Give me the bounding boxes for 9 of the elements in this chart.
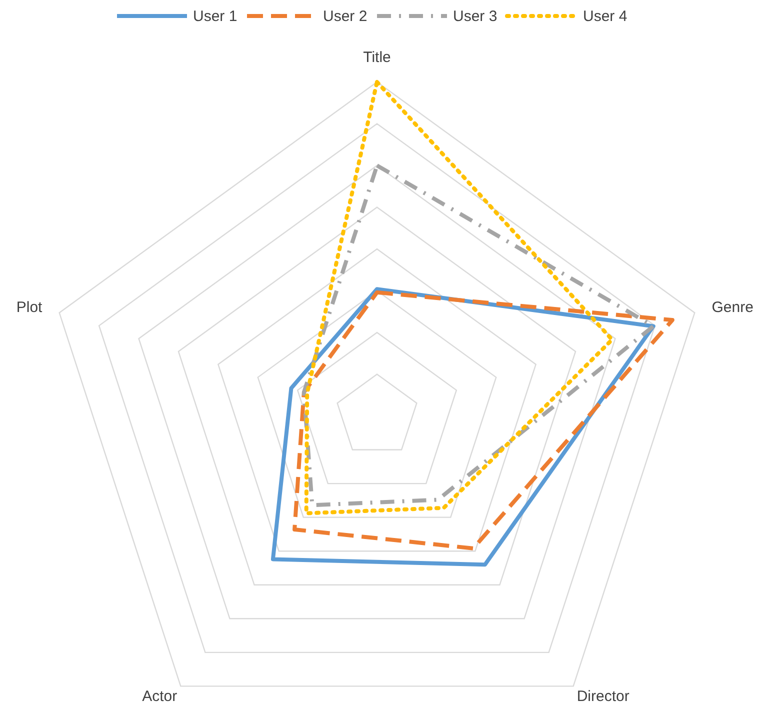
spoke-label: Genre	[712, 299, 754, 316]
spoke-label: Director	[576, 688, 630, 706]
legend-label: User 2	[323, 8, 368, 25]
spoke-label: Plot	[16, 299, 44, 316]
legend-label: User 4	[583, 8, 628, 25]
legend-label: User 1	[193, 8, 238, 25]
legend-label: User 3	[453, 8, 498, 25]
spoke-label: Title	[363, 49, 391, 66]
spoke-label: Actor	[142, 688, 178, 706]
